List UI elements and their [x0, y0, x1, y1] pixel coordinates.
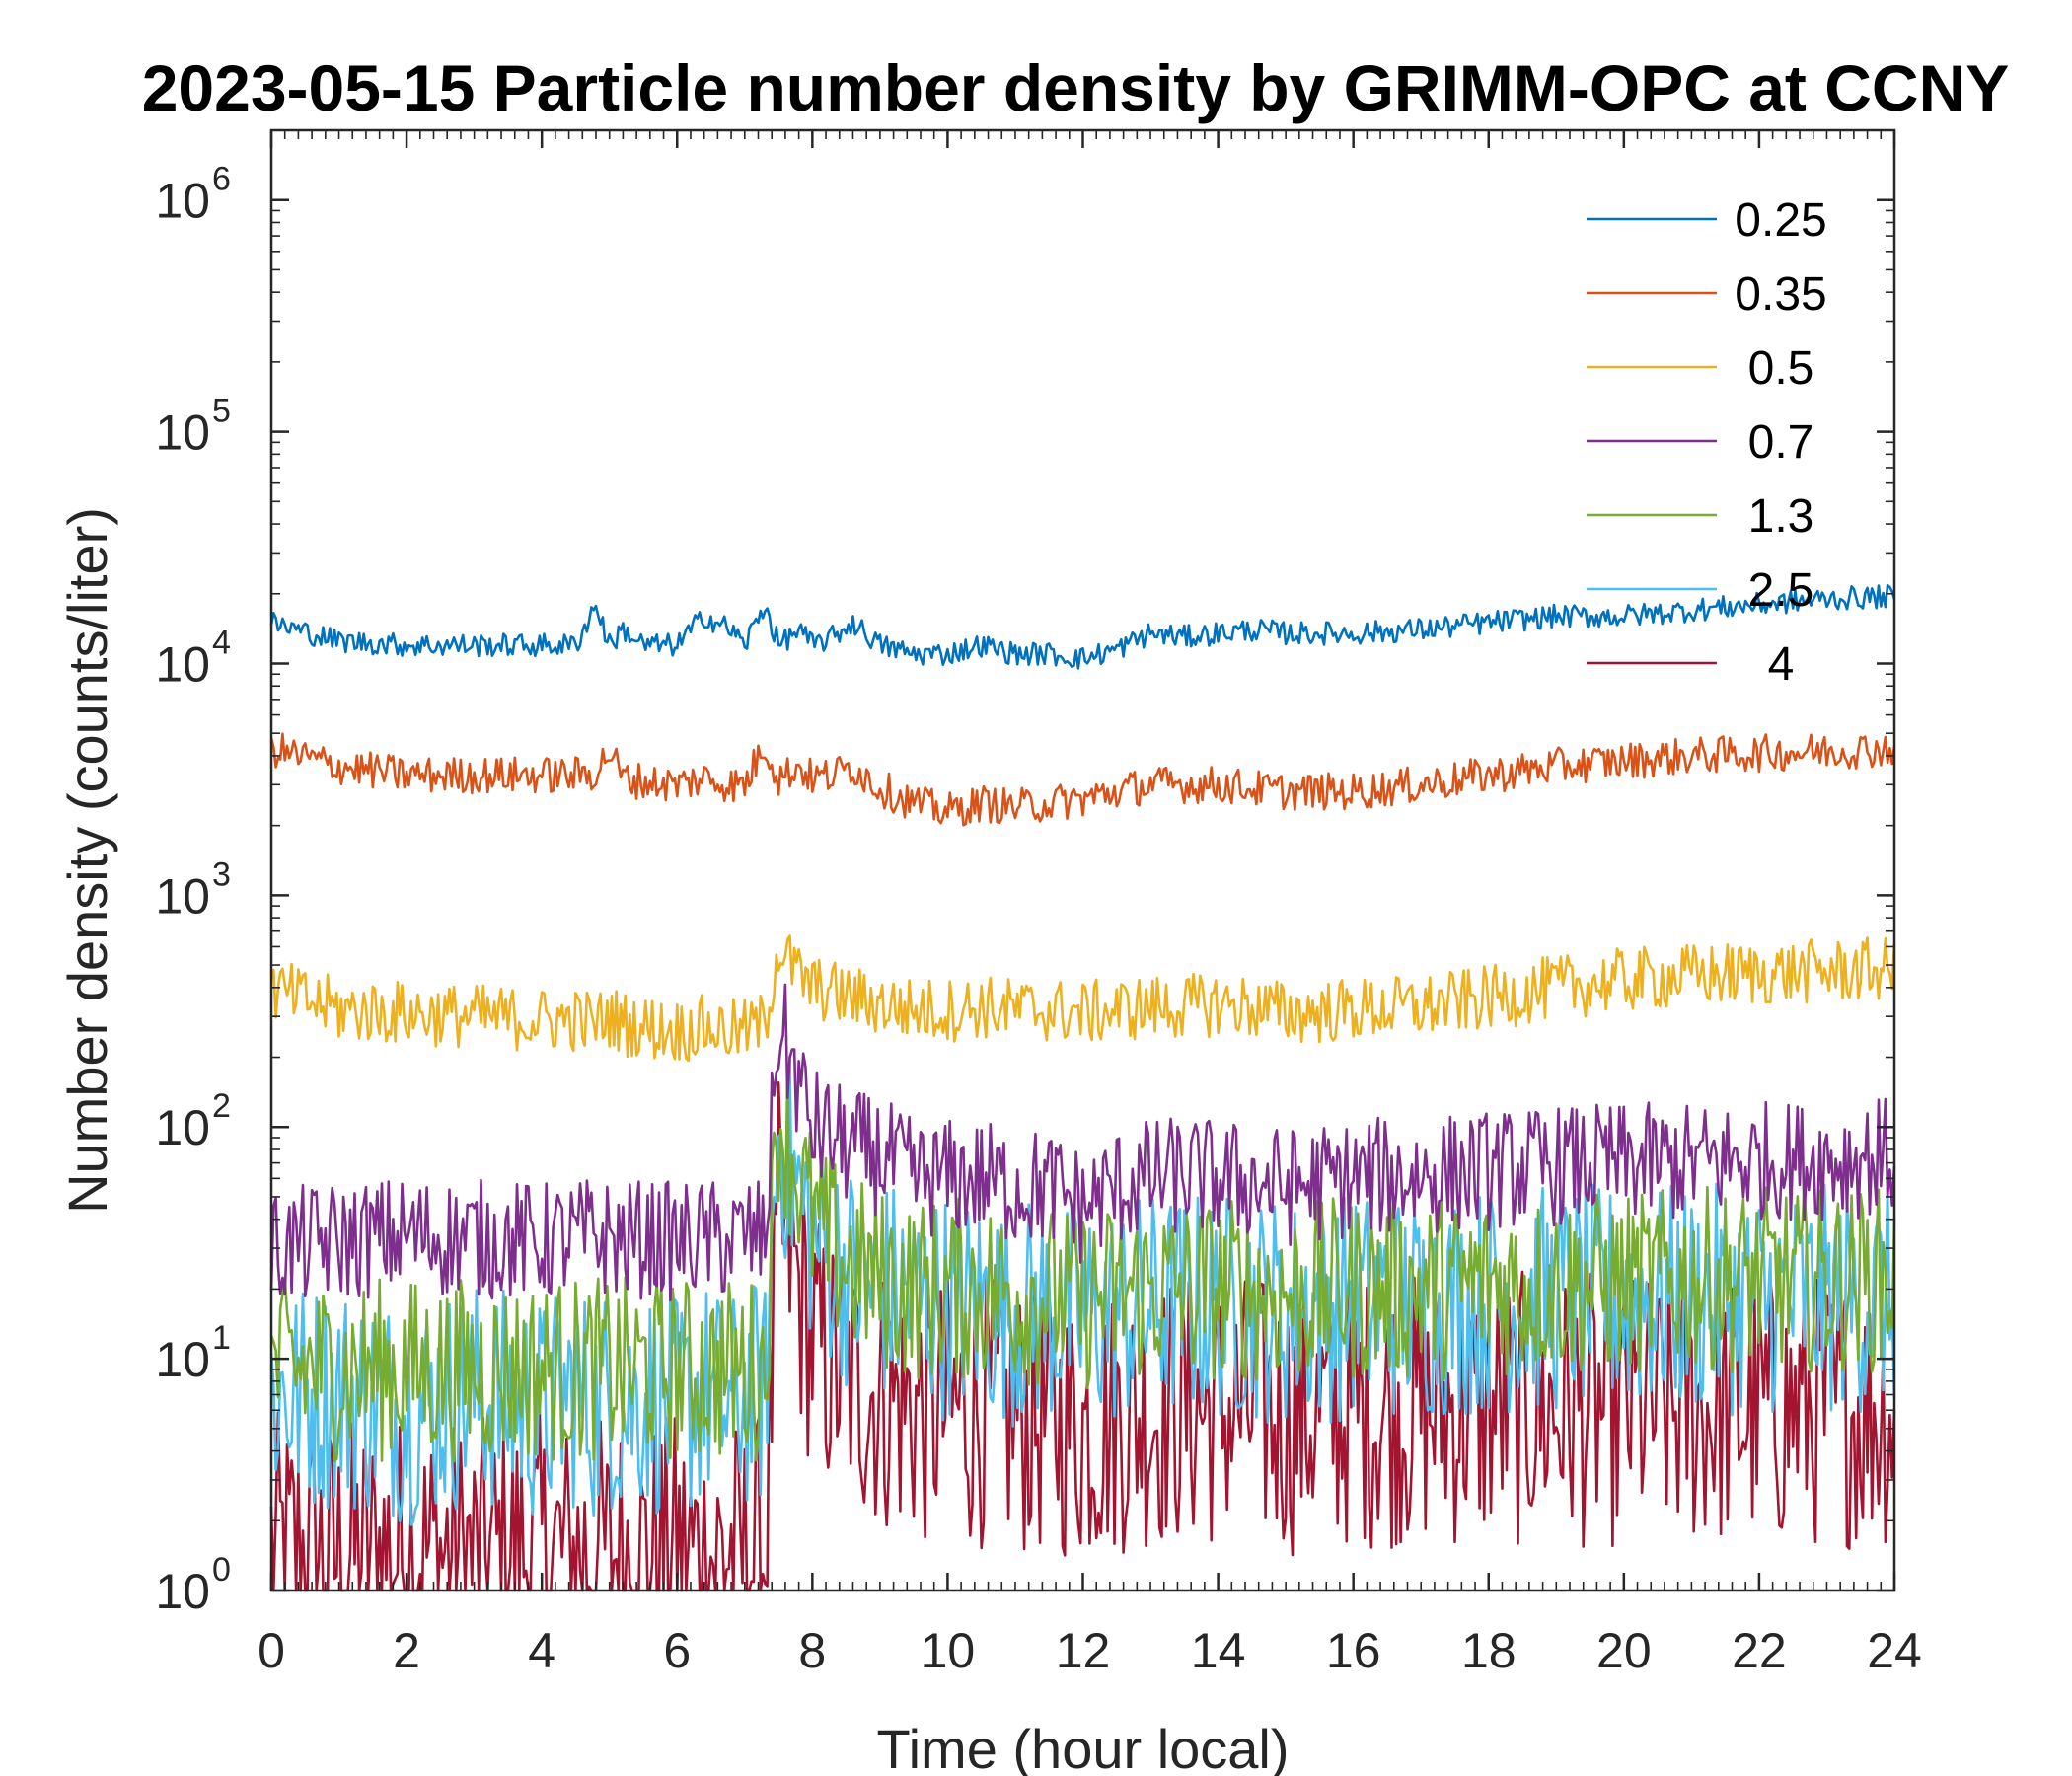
chart-title: 2023-05-15 Particle number density by GR…: [142, 51, 2010, 124]
x-tick-label: 2: [393, 1623, 420, 1678]
x-tick-label: 14: [1191, 1623, 1246, 1678]
series-line-0-25: [269, 583, 1896, 670]
x-tick-label: 18: [1461, 1623, 1517, 1678]
legend-label-0-5: 0.5: [1748, 342, 1814, 395]
y-tick-exponent: 4: [212, 624, 231, 661]
legend-label-4: 4: [1768, 638, 1795, 691]
x-tick-label: 6: [663, 1623, 691, 1678]
y-tick-label: 10: [155, 636, 210, 692]
y-tick-label: 10: [155, 1564, 210, 1619]
y-tick-exponent: 6: [212, 161, 231, 198]
x-axis-label: Time (hour local): [876, 1718, 1289, 1776]
x-tick-label: 12: [1056, 1623, 1111, 1678]
series-line-0-5: [269, 934, 1896, 1063]
y-tick-exponent: 2: [212, 1087, 231, 1125]
x-tick-label: 8: [798, 1623, 826, 1678]
series-layer: [269, 583, 1896, 1592]
y-tick-label: 10: [155, 406, 210, 461]
x-tick-label: 20: [1596, 1623, 1652, 1678]
series-line-0-7: [269, 983, 1896, 1302]
x-tick-label: 24: [1867, 1623, 1922, 1678]
y-tick-label: 10: [155, 1100, 210, 1155]
legend-label-0-35: 0.35: [1735, 268, 1826, 321]
legend-label-1-3: 1.3: [1748, 490, 1814, 543]
y-tick-exponent: 3: [212, 855, 231, 893]
legend: 0.25 0.35 0.5 0.7 1.3 2.5 4: [1587, 194, 1827, 691]
x-tick-label: 10: [921, 1623, 976, 1678]
y-tick-exponent: 1: [212, 1319, 231, 1357]
x-tick-label: 16: [1326, 1623, 1381, 1678]
y-tick-label: 10: [155, 1332, 210, 1387]
series-line-0-35: [269, 732, 1896, 827]
legend-label-0-7: 0.7: [1748, 416, 1814, 469]
legend-label-2-5: 2.5: [1748, 564, 1814, 617]
y-tick-exponent: 0: [212, 1551, 231, 1589]
x-tick-label: 0: [258, 1623, 285, 1678]
y-tick-label: 10: [155, 868, 210, 924]
x-tick-label: 22: [1732, 1623, 1787, 1678]
y-tick-exponent: 5: [212, 393, 231, 430]
legend-label-0-25: 0.25: [1735, 194, 1826, 247]
x-tick-label: 4: [528, 1623, 555, 1678]
y-tick-label: 10: [155, 174, 210, 229]
y-axis-label: Number density (counts/liter): [56, 507, 118, 1214]
